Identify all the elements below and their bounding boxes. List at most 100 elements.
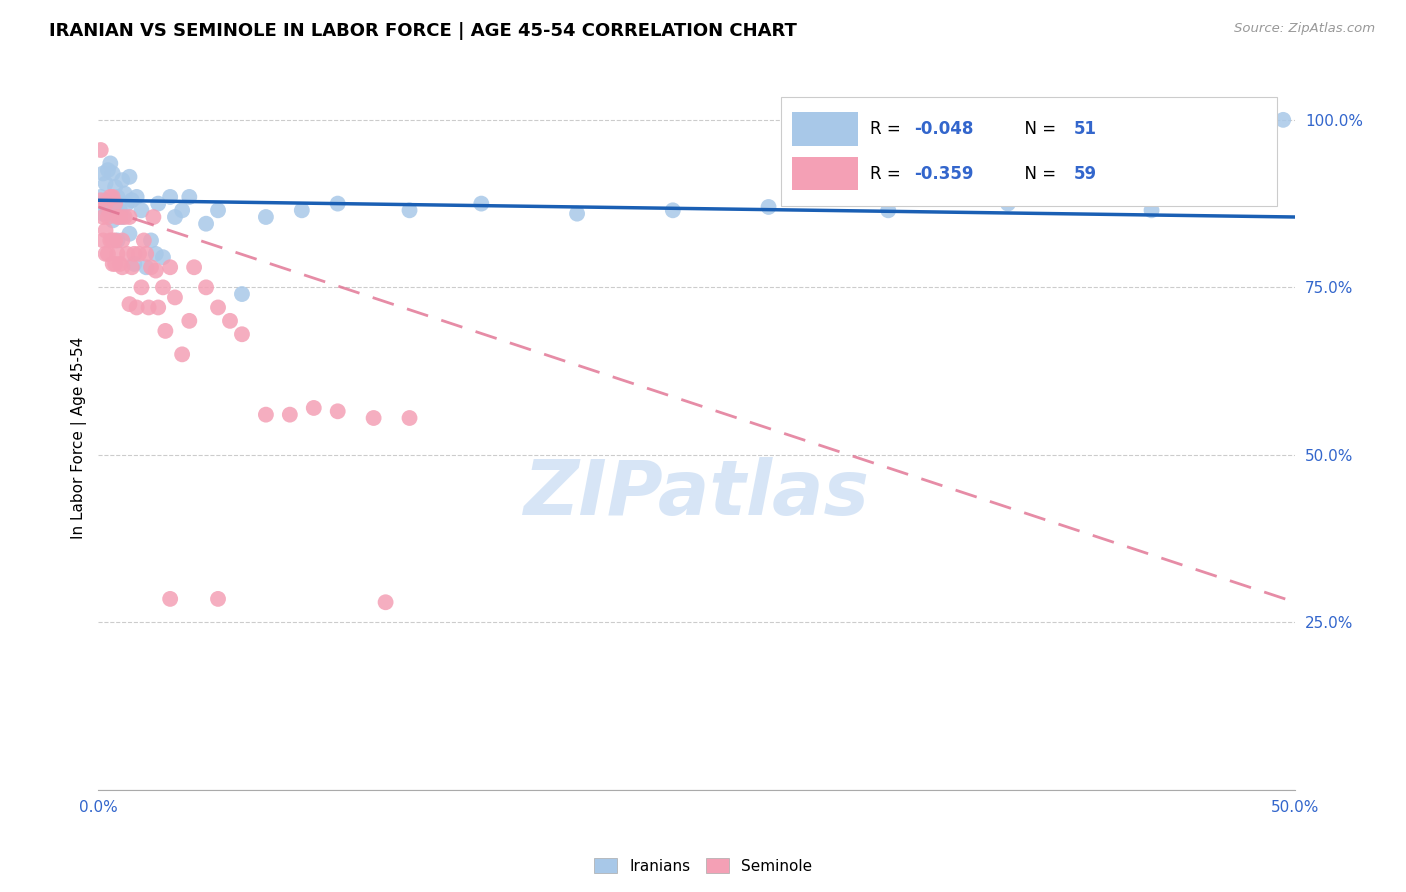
FancyBboxPatch shape	[780, 97, 1277, 206]
Point	[398, 203, 420, 218]
Point	[94, 223, 117, 237]
Point	[97, 163, 120, 178]
Point	[163, 210, 186, 224]
Point	[108, 257, 131, 271]
Point	[118, 297, 141, 311]
Point	[91, 210, 114, 224]
Point	[131, 203, 153, 218]
Text: ZIPatlas: ZIPatlas	[524, 458, 870, 532]
Point	[104, 257, 127, 271]
Point	[98, 190, 121, 204]
Point	[179, 314, 201, 328]
Point	[231, 327, 253, 342]
Point	[97, 247, 120, 261]
Point	[131, 280, 153, 294]
Point	[98, 234, 121, 248]
Point	[111, 260, 134, 275]
Point	[122, 257, 145, 271]
Point	[145, 263, 167, 277]
Text: -0.359: -0.359	[914, 165, 974, 183]
Point	[1272, 112, 1295, 127]
Text: N =: N =	[1014, 165, 1062, 183]
Point	[111, 234, 134, 248]
Text: Source: ZipAtlas.com: Source: ZipAtlas.com	[1234, 22, 1375, 36]
Point	[90, 143, 112, 157]
Y-axis label: In Labor Force | Age 45-54: In Labor Force | Age 45-54	[72, 337, 87, 540]
Point	[207, 203, 229, 218]
Point	[94, 196, 117, 211]
Point	[138, 301, 160, 315]
Point	[90, 190, 112, 204]
Point	[101, 257, 124, 271]
Point	[195, 217, 218, 231]
Point	[470, 196, 492, 211]
Point	[104, 196, 127, 211]
Point	[278, 408, 301, 422]
Point	[115, 247, 138, 261]
Point	[94, 177, 117, 191]
Point	[877, 203, 900, 218]
Point	[148, 301, 170, 315]
Point	[132, 234, 155, 248]
Point	[145, 247, 167, 261]
Text: -0.048: -0.048	[914, 120, 974, 138]
Point	[108, 203, 131, 218]
Point	[107, 234, 129, 248]
Point	[101, 190, 124, 204]
FancyBboxPatch shape	[793, 112, 858, 146]
Point	[97, 203, 120, 218]
Point	[207, 301, 229, 315]
Point	[219, 314, 242, 328]
Point	[107, 190, 129, 204]
Point	[90, 194, 112, 208]
Point	[374, 595, 396, 609]
Point	[94, 194, 117, 208]
Point	[565, 207, 588, 221]
Text: R =: R =	[870, 165, 907, 183]
Point	[997, 196, 1019, 211]
Point	[91, 207, 114, 221]
Point	[118, 169, 141, 184]
Point	[207, 591, 229, 606]
Point	[91, 234, 114, 248]
Point	[91, 166, 114, 180]
Point	[118, 210, 141, 224]
Point	[107, 247, 129, 261]
Point	[152, 250, 174, 264]
Point	[1140, 203, 1163, 218]
Point	[115, 196, 138, 211]
Point	[758, 200, 780, 214]
Point	[125, 190, 148, 204]
Point	[142, 210, 165, 224]
Text: IRANIAN VS SEMINOLE IN LABOR FORCE | AGE 45-54 CORRELATION CHART: IRANIAN VS SEMINOLE IN LABOR FORCE | AGE…	[49, 22, 797, 40]
Point	[128, 247, 150, 261]
Point	[108, 210, 131, 224]
Point	[104, 200, 127, 214]
Point	[662, 203, 685, 218]
Point	[125, 301, 148, 315]
Point	[139, 260, 162, 275]
FancyBboxPatch shape	[793, 157, 858, 191]
Point	[326, 196, 349, 211]
Point	[101, 213, 124, 227]
Point	[183, 260, 205, 275]
Point	[231, 287, 253, 301]
Text: N =: N =	[1014, 120, 1062, 138]
Text: 51: 51	[1074, 120, 1097, 138]
Point	[114, 186, 136, 201]
Point	[155, 324, 177, 338]
Point	[111, 210, 134, 224]
Point	[159, 190, 181, 204]
Point	[326, 404, 349, 418]
Point	[254, 408, 277, 422]
Legend: Iranians, Seminole: Iranians, Seminole	[588, 852, 818, 880]
Point	[121, 194, 143, 208]
Point	[104, 234, 127, 248]
Point	[291, 203, 314, 218]
Point	[101, 234, 124, 248]
Point	[111, 173, 134, 187]
Point	[118, 227, 141, 241]
Point	[159, 260, 181, 275]
Point	[152, 280, 174, 294]
Point	[179, 190, 201, 204]
